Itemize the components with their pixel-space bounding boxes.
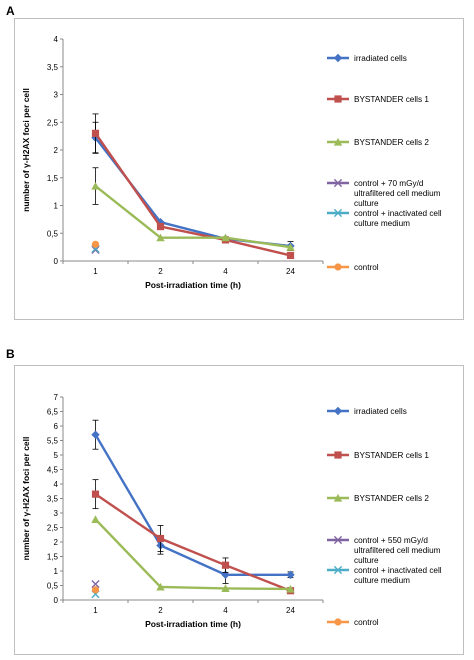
chart-b-y-tick-label: 4,5 [47, 466, 59, 475]
chart-a-series-1-point [91, 129, 100, 137]
chart-b-y-tick-label: 5,5 [47, 437, 59, 446]
chart-a-series-1-point [156, 222, 165, 231]
chart-b-series-2-line [94, 518, 291, 591]
chart-b-legend-3-swatch-marker [333, 535, 343, 545]
chart-b-legend-0-label: irradiated cells [354, 407, 407, 416]
chart-a-legend-2-swatch-marker [333, 137, 343, 146]
chart-a-y-tick-label: 1,5 [47, 174, 59, 183]
chart-b-series-5-point [91, 586, 100, 594]
chart-b-series-0-point [221, 570, 230, 579]
chart-a-series-1-point [286, 251, 295, 260]
chart-a-legend-4-label: control + inactivated cell culture medium [354, 209, 442, 228]
chart-b-series-2-point [91, 515, 100, 523]
chart-b-legend-1-label: BYSTANDER cells 1 [354, 451, 429, 460]
chart-a-series-2-point [286, 243, 295, 251]
chart-a-x-tick-label: 1 [93, 267, 98, 276]
chart-b-x-tick-label: 1 [93, 606, 98, 615]
chart-a-series-5-point [91, 240, 100, 248]
chart-b-legend-0-swatch-marker [333, 406, 343, 416]
chart-b-y-tick-label: 7 [54, 393, 59, 402]
chart-b-y-tick-label: 6,5 [47, 408, 59, 417]
chart-a-y-tick-label: 2 [54, 146, 59, 155]
chart-b-legend-4-label: control + inactivated cell culture medium [354, 566, 442, 585]
chart-a-y-tick-label: 2,5 [47, 118, 59, 127]
chart-a-legend-1-label: BYSTANDER cells 1 [354, 95, 429, 104]
chart-b-y-tick-label: 2 [54, 538, 59, 547]
chart-b-x-axis-title: Post-irradiation time (h) [145, 619, 241, 629]
chart-a-x-tick-label: 4 [223, 267, 228, 276]
chart-b-y-tick-label: 3 [54, 509, 59, 518]
chart-b-svg: 00,511,522,533,544,555,566,571 2 4 24Post-i… [21, 393, 442, 629]
chart-a-legend-5-swatch-marker [334, 263, 342, 271]
chart-b-series-1-point [156, 534, 165, 543]
chart-b-y-tick-label: 4 [54, 480, 59, 489]
chart-a-legend-1-swatch-marker [334, 95, 342, 103]
chart-b-legend-1-swatch-marker [334, 451, 342, 459]
chart-b-y-tick-label: 6 [54, 422, 59, 431]
chart-a-series-2-point [156, 233, 165, 242]
chart-a-series-0-point [156, 217, 165, 227]
chart-b-y-tick-label: 3,5 [47, 495, 59, 504]
chart-b-series-2-point [221, 584, 230, 592]
chart-a-legend-3-swatch-marker [333, 178, 343, 188]
chart-b-y-axis-title: number of γ-H2AX foci per cell [21, 437, 31, 561]
chart-a-y-tick-label: 3,5 [47, 63, 59, 72]
chart-a-legend-4-swatch-marker [333, 208, 343, 218]
chart-a-series-2-point [91, 181, 100, 190]
chart-a-legend-0-swatch-marker [333, 53, 343, 63]
chart-a-y-tick-label: 1 [54, 202, 59, 211]
chart-a: 0 0,5 1 1,5 2 2,5 3 3,5 4 1 2 4 24 Post-irradiation t… [14, 18, 464, 320]
chart-b-legend-2-label: BYSTANDER cells 2 [354, 494, 429, 503]
chart-b-y-tick-label: 1,5 [47, 553, 59, 562]
chart-b-x-tick-label: 24 [286, 606, 295, 615]
chart-b-y-tick-label: 1 [54, 567, 59, 576]
chart-a-y-tick-label: 0 [54, 257, 59, 266]
chart-b-series-0-point [91, 430, 100, 439]
chart-a-y-tick-label: 3 [54, 91, 59, 100]
chart-a-x-tick-label: 24 [286, 267, 295, 276]
chart-b-series-1-line [94, 493, 291, 592]
chart-b-legend-5-label: control [354, 618, 379, 627]
chart-a-series-2-line [94, 185, 291, 249]
chart-b-series-2-point [156, 582, 165, 591]
chart-a-series-2-point [221, 233, 230, 242]
chart-b-legend-2-swatch-marker [333, 493, 343, 502]
chart-b-x-tick-label: 4 [223, 606, 228, 615]
chart-b-y-tick-label: 0,5 [47, 582, 59, 591]
chart-a-series-3-point [91, 245, 100, 254]
chart-b-legend-5-swatch-marker [334, 618, 342, 626]
chart-b-series-0-point [286, 570, 295, 579]
chart-b-series-0-line [94, 434, 291, 576]
chart-b-x-tick-label: 2 [158, 606, 163, 615]
panel-letter-b: B [6, 347, 15, 361]
chart-b: 0 0,5 1 1,5 2 2,5 3 3,5 4 4,5 5 5,5 6 6,5 7 1 2 4 24 Post-i… [14, 365, 464, 655]
chart-a-y-axis-title: number of γ-H2AX foci per cell [21, 88, 31, 212]
chart-b-series-1-point [91, 490, 100, 498]
chart-b-series-2-point [286, 584, 295, 593]
chart-a-series-0-line [94, 137, 291, 248]
chart-a-x-axis-title: Post-irradiation time (h) [145, 280, 241, 290]
chart-b-series-3-point [91, 579, 100, 589]
chart-b-legend-4-swatch-marker [333, 565, 343, 575]
chart-a-y-tick-label: 0,5 [47, 229, 59, 238]
panel-letter-a: A [6, 4, 15, 18]
chart-a-legend-5-label: control [354, 263, 379, 272]
chart-b-y-tick-label: 0 [54, 596, 59, 605]
chart-b-legend-3-label: control + 550 mGy/d ultrafiltered cell me… [354, 536, 441, 565]
chart-a-x-tick-label: 2 [158, 267, 163, 276]
chart-a-series-1-line [94, 132, 291, 257]
chart-b-y-tick-label: 2,5 [47, 524, 59, 533]
chart-b-y-tick-label: 5 [54, 451, 59, 460]
chart-a-legend-2-label: BYSTANDER cells 2 [354, 138, 429, 147]
chart-b-series-1-point [221, 561, 230, 569]
chart-a-legend-0-label: irradiated cells [354, 54, 407, 63]
chart-a-legend-3-label: control + 70 mGy/d ultrafiltered cell med… [354, 179, 441, 208]
chart-a-y-tick-label: 4 [54, 35, 59, 44]
